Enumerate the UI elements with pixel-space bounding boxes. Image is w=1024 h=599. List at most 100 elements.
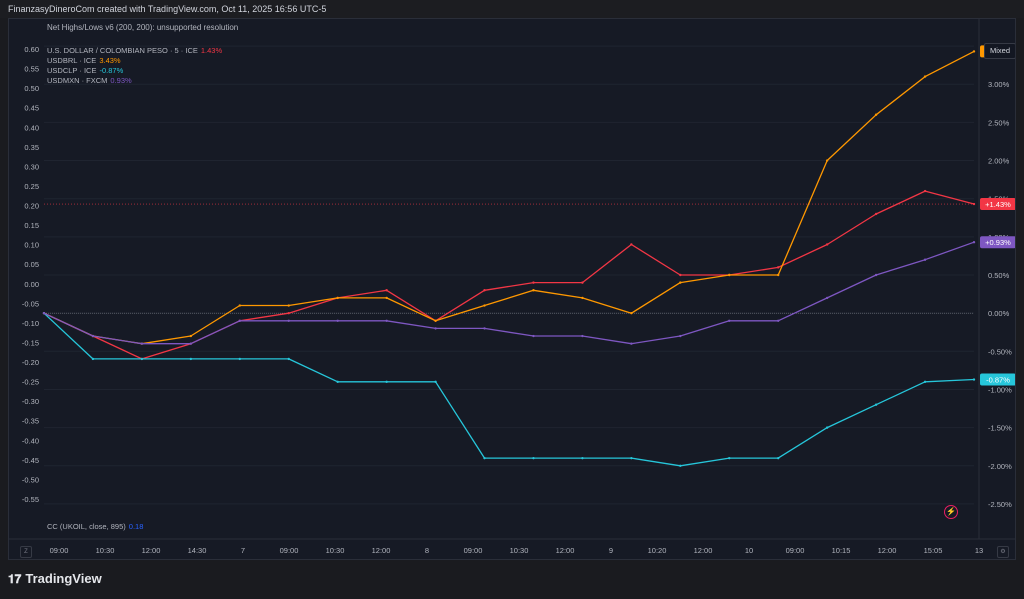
data-point [581, 334, 584, 338]
data-point [777, 456, 780, 460]
data-point [630, 243, 633, 246]
left-axis-tick: 0.25 [24, 182, 39, 191]
value-badge [980, 198, 1015, 211]
left-axis-tick: 0.00 [24, 280, 39, 289]
chart-plot[interactable]: 3.50%3.00%2.50%2.00%1.50%1.00%0.50%0.00%… [9, 19, 1016, 560]
data-point [630, 456, 633, 460]
alert-bolt-icon[interactable]: ⚡ [944, 505, 958, 519]
data-point [385, 319, 388, 322]
data-point [42, 311, 46, 315]
data-point [532, 289, 535, 292]
series-line [43, 241, 975, 345]
left-axis-tick: -0.25 [22, 378, 39, 387]
left-axis-tick: 0.40 [24, 123, 39, 132]
legend-item-usdmxn[interactable]: USDMXN · FXCM 0.93% [47, 76, 132, 85]
data-point [336, 296, 339, 300]
data-point [189, 357, 193, 361]
data-point [972, 240, 976, 244]
data-point [238, 304, 241, 307]
data-point [385, 380, 388, 384]
series-3 [42, 240, 976, 345]
data-point [385, 289, 388, 292]
data-point [728, 273, 731, 277]
data-point [91, 334, 95, 338]
left-axis-tick: 0.05 [24, 260, 39, 269]
right-axis-tick: -1.00% [988, 385, 1012, 394]
data-point [679, 464, 682, 467]
data-point [874, 273, 878, 277]
data-point [336, 380, 339, 384]
left-axis-tick: 0.15 [24, 221, 39, 230]
data-point [874, 403, 878, 406]
time-axis-tick: 10 [745, 546, 753, 555]
time-axis-tick: 12:00 [556, 546, 575, 555]
chart-panel[interactable]: 3.50%3.00%2.50%2.00%1.50%1.00%0.50%0.00%… [8, 18, 1016, 560]
left-axis-tick: 0.55 [24, 65, 39, 74]
data-point [581, 281, 584, 284]
left-axis-tick: -0.45 [22, 456, 39, 465]
data-point [777, 266, 780, 269]
series-line [43, 50, 975, 345]
right-axis-tick: 3.00% [988, 80, 1010, 89]
data-point [825, 296, 829, 300]
value-badge-label: +1.43% [985, 200, 1011, 209]
data-point [140, 357, 144, 361]
data-point [287, 319, 290, 322]
data-point [630, 311, 633, 315]
time-axis-tick: 7 [241, 546, 245, 555]
time-axis-tick: 14:30 [188, 546, 207, 555]
data-point [777, 273, 780, 277]
data-point [679, 273, 682, 277]
attribution-text: FinanzasyDineroCom created with TradingV… [8, 4, 327, 14]
time-axis-tick: 10:15 [832, 546, 851, 555]
time-axis-tick: 09:00 [50, 546, 69, 555]
footer [0, 560, 1024, 599]
right-axis-tick: 0.00% [988, 309, 1010, 318]
data-point [385, 296, 388, 300]
left-axis-tick: -0.05 [22, 299, 39, 308]
series-1 [42, 50, 976, 345]
timezone-icon[interactable]: Z [20, 546, 32, 558]
time-axis-tick: 12:00 [878, 546, 897, 555]
data-point [581, 296, 584, 300]
data-point [287, 357, 290, 361]
left-axis-tick: -0.40 [22, 436, 39, 445]
left-axis-tick: 0.30 [24, 162, 39, 171]
data-point [581, 456, 584, 460]
time-axis-tick: 12:00 [694, 546, 713, 555]
time-axis-tick: 10:30 [510, 546, 529, 555]
time-axis-tick: 15:05 [924, 546, 943, 555]
data-point [825, 243, 829, 246]
left-axis-tick: 0.10 [24, 241, 39, 250]
right-axis-tick: 2.00% [988, 157, 1010, 166]
data-point [189, 342, 193, 345]
left-axis-tick: -0.50 [22, 475, 39, 484]
left-axis-tick: 0.20 [24, 202, 39, 211]
data-point [189, 334, 193, 338]
data-point [728, 456, 731, 460]
left-axis-tick: -0.35 [22, 417, 39, 426]
data-point [532, 456, 535, 460]
data-point [287, 304, 290, 307]
legend-item-usdclp[interactable]: USDCLP · ICE -0.87% [47, 66, 124, 75]
left-axis-tick: -0.10 [22, 319, 39, 328]
bottom-indicator-label: CC (UKOIL, close, 895) 0.18 [47, 522, 144, 531]
data-point [777, 319, 780, 322]
left-axis-tick: -0.55 [22, 495, 39, 504]
data-point [825, 159, 829, 162]
legend-item-usdcop[interactable]: U.S. DOLLAR / COLOMBIAN PESO · 5 · ICE 1.… [47, 46, 223, 55]
left-axis-tick: 0.35 [24, 143, 39, 152]
data-point [679, 281, 682, 284]
data-point [630, 342, 633, 345]
tradingview-logo: 𝟏𝟕 TradingView [8, 571, 102, 586]
scale-mode-button[interactable]: Mixed [984, 43, 1015, 59]
legend-item-usdbrl[interactable]: USDBRL · ICE 3.43% [47, 56, 121, 65]
left-axis-tick: 0.50 [24, 84, 39, 93]
right-axis-tick: 2.50% [988, 118, 1010, 127]
gear-icon[interactable]: ⚙ [997, 546, 1009, 558]
top-attribution-bar: FinanzasyDineroCom created with TradingV… [0, 0, 1024, 18]
series-2 [42, 311, 976, 467]
data-point [483, 327, 486, 330]
data-point [728, 319, 731, 322]
time-axis-tick: 8 [425, 546, 429, 555]
